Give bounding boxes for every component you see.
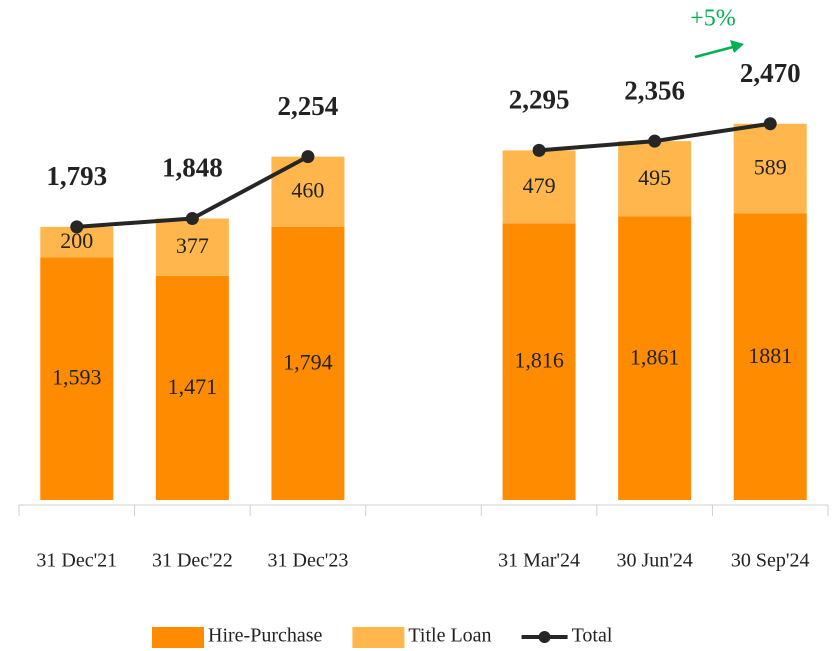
bar-segment	[155, 218, 229, 276]
bar-segment	[40, 257, 114, 500]
data-label: 1,471	[168, 374, 218, 399]
total-label: 1,848	[162, 153, 223, 183]
data-label: 1881	[748, 343, 792, 368]
data-label: 1,794	[283, 349, 333, 374]
x-tick-label: 31 Mar'24	[498, 550, 580, 572]
bar-segment	[733, 123, 807, 214]
legend-swatch	[352, 627, 405, 648]
legend-label: Hire-Purchase	[208, 625, 323, 647]
data-label: 377	[176, 233, 209, 258]
total-marker	[70, 220, 84, 234]
data-label: 479	[523, 173, 556, 198]
annotation: +5%	[690, 6, 736, 32]
x-tick-label: 31 Dec'22	[152, 550, 233, 572]
total-label: 1,793	[46, 161, 107, 191]
legend-label: Title Loan	[408, 625, 491, 647]
data-label: 1,816	[514, 348, 564, 373]
x-tick-label: 30 Jun'24	[616, 550, 692, 572]
total-label: 2,295	[509, 85, 570, 115]
annotation-arrowhead	[730, 40, 744, 53]
total-marker	[301, 150, 315, 164]
total-label: 2,356	[624, 75, 685, 105]
bar-segment	[502, 150, 576, 224]
data-label: 589	[754, 155, 787, 180]
legend-marker	[538, 631, 551, 643]
data-label: 460	[291, 178, 324, 203]
data-label: 495	[638, 165, 671, 190]
total-label: 2,470	[740, 58, 801, 88]
data-label: 1,861	[630, 344, 680, 369]
total-marker	[185, 211, 199, 225]
total-marker	[532, 143, 546, 157]
annotation-arrow	[694, 45, 734, 59]
total-marker	[763, 117, 777, 131]
x-tick-label: 30 Sep'24	[731, 550, 810, 572]
bar-segment	[271, 226, 345, 501]
bar-segment	[502, 223, 576, 500]
bar-segment	[618, 141, 692, 217]
total-marker	[648, 134, 662, 148]
legend-label: Total	[572, 625, 613, 647]
x-tick-label: 31 Dec'23	[268, 550, 349, 572]
bar-segment	[618, 216, 692, 500]
total-label: 2,254	[278, 91, 339, 121]
x-tick-label: 31 Dec'21	[36, 550, 117, 572]
bar-segment	[733, 213, 807, 500]
legend-swatch	[152, 627, 204, 648]
data-label: 1,593	[52, 365, 102, 390]
bar-segment	[155, 275, 229, 500]
